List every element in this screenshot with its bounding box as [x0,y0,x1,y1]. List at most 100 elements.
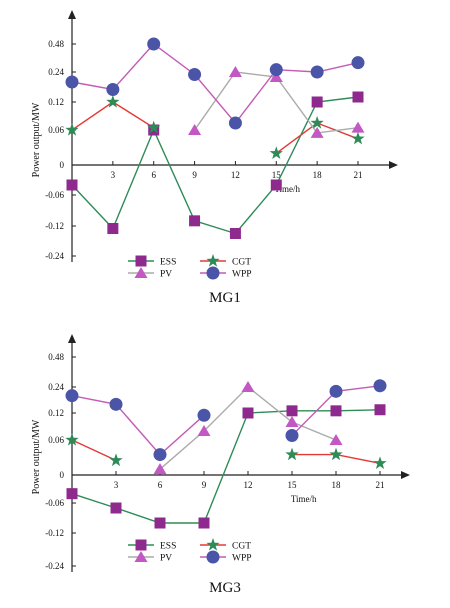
legend-marker [134,267,148,278]
legend-item-cgt: CGT [200,254,251,268]
data-point-cgt [285,447,299,461]
data-point-ess [154,517,166,529]
legend-label: ESS [160,542,176,552]
data-point-pv [188,124,202,135]
data-point-wpp [188,68,202,81]
x-axis-arrow [401,471,410,479]
legend-item-wpp: WPP [200,266,252,280]
data-point-ess [270,179,282,191]
x-tick-label: 3 [111,170,116,180]
data-point-ess [330,405,342,417]
series-line-ess [71,96,359,235]
y-tick-label: 0 [60,160,65,170]
legend-item-ess: ESS [128,255,176,268]
legend: ESS CGT PV WPP [128,254,252,280]
data-point-ess [107,223,119,234]
y-tick-label: -0.24 [45,561,64,571]
legend-item-pv: PV [128,551,172,564]
data-point-cgt [269,146,283,159]
data-point-cgt [65,433,79,446]
legend-marker [134,551,148,562]
data-point-pv [153,463,167,475]
legend-marker [135,255,147,267]
data-point-wpp [329,384,343,398]
data-point-wpp [351,56,365,70]
legend-label: WPP [232,554,252,564]
x-tick-label: 12 [231,170,240,180]
data-point-pv [285,416,299,427]
y-tick-label: 0.48 [48,39,64,49]
x-tick-label: 21 [376,480,385,490]
data-point-wpp [310,65,324,79]
chart-panel-mg3: -0.24 -0.12 -0.06 0 0.06 0.12 0.24 0.48 3 6 9 12 15 1… [31,334,410,596]
data-point-pv [351,121,365,133]
x-tick-label: 9 [192,170,197,180]
y-tick-label: 0.12 [48,97,64,107]
data-point-wpp [269,63,283,77]
data-point-wpp [147,37,161,51]
y-tick-label: -0.12 [45,528,64,538]
chart-caption: MG3 [209,580,241,596]
legend-marker [206,254,220,267]
legend-item-wpp: WPP [200,550,252,564]
y-axis-label: Power output/MW [31,419,42,494]
legend-item-cgt: CGT [200,538,251,552]
legend-label: PV [160,554,172,564]
data-point-pv [228,66,242,77]
data-point-wpp [373,379,387,393]
x-tick-label: 6 [151,170,156,180]
legend-label: PV [160,270,172,280]
data-point-cgt [147,120,161,134]
x-tick-label: 15 [288,480,298,490]
x-tick-label: 21 [354,170,363,180]
data-point-cgt [65,123,79,136]
y-tick-label: -0.06 [45,190,64,200]
data-point-pv [197,425,211,436]
legend-label: CGT [232,258,251,268]
legend-label: ESS [160,258,176,268]
series-line-wpp [71,395,205,456]
x-tick-label: 3 [114,480,119,490]
y-tick-label: 0.06 [48,125,64,135]
series-line-cgt [71,439,117,462]
legend-label: CGT [232,542,251,552]
x-tick-label: 12 [244,480,253,490]
data-point-cgt [109,453,123,467]
data-point-ess [242,407,254,419]
data-point-cgt [310,116,324,129]
data-point-wpp [228,116,242,130]
y-tick-label: 0 [60,470,65,480]
y-tick-label: 0.48 [48,352,64,362]
data-point-cgt [373,456,387,469]
legend-item-ess: ESS [128,539,176,552]
data-point-ess [374,404,386,416]
x-tick-label: 18 [332,480,342,490]
legend-marker [206,550,220,564]
y-tick-label: -0.12 [45,221,64,231]
data-point-ess [66,179,78,191]
y-axis-arrow [68,10,76,19]
data-point-cgt [351,131,365,145]
chart-panel-mg1: -0.24 -0.12 -0.06 0 0.06 0.12 0.24 0.48 3 6 9 12 15 1… [31,10,398,306]
data-point-wpp [109,397,123,411]
data-point-pv [241,381,255,392]
legend-marker [206,538,220,551]
series-line-cgt [71,101,155,131]
data-point-ess [189,215,201,227]
x-axis-label: Time/h [274,184,300,194]
y-tick-label: -0.24 [45,251,64,261]
data-point-ess [110,502,122,514]
chart-caption: MG1 [209,290,241,306]
data-point-wpp [153,448,167,462]
y-tick-label: 0.12 [48,408,64,418]
data-point-wpp [106,83,120,96]
data-point-ess [66,488,78,500]
data-point-wpp [285,429,299,442]
data-point-cgt [329,447,343,461]
legend-marker [206,266,220,280]
y-tick-label: 0.24 [48,67,64,77]
y-axis-label: Power output/MW [31,102,42,177]
data-point-pv [310,126,324,138]
x-tick-label: 6 [158,480,163,490]
data-point-wpp [65,75,79,89]
